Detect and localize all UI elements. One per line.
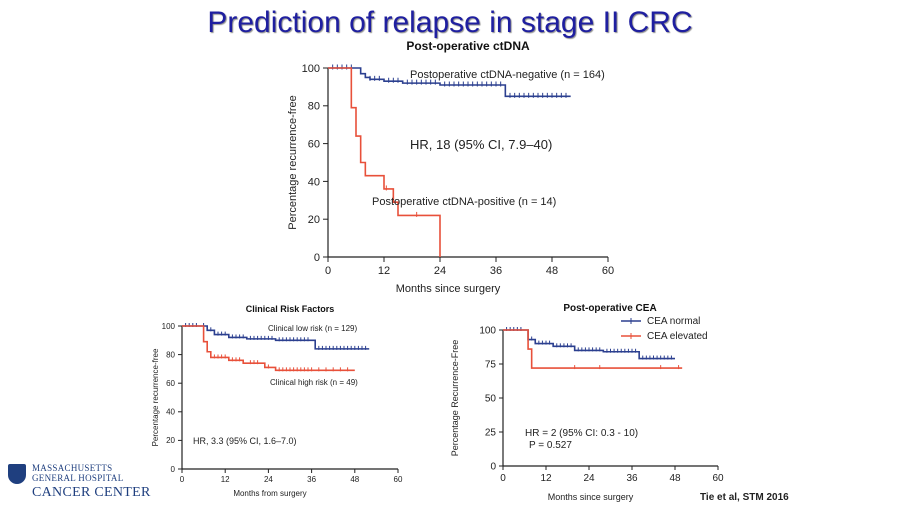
clinical-y-tick-label-20: 20 xyxy=(166,436,175,445)
clinical-x-tick-label-24: 24 xyxy=(264,475,273,484)
ctdna-y-axis-label: Percentage recurrence-free xyxy=(287,95,299,230)
cea-hr-annotation-1: P = 0.527 xyxy=(529,440,572,451)
cea-y-tick-label-0: 0 xyxy=(490,462,496,473)
ctdna-series-0-label: Postoperative ctDNA-negative (n = 164) xyxy=(410,69,605,81)
ctdna-y-tick-label-100: 100 xyxy=(302,63,320,75)
clinical-y-tick-label-80: 80 xyxy=(166,350,175,359)
clinical-x-tick-label-12: 12 xyxy=(221,475,230,484)
hospital-seal-icon xyxy=(8,464,26,484)
cea-hr-annotation-0: HR = 2 (95% CI: 0.3 - 10) xyxy=(525,428,638,439)
ctdna-y-tick-label-0: 0 xyxy=(314,252,320,264)
cea-legend-label-0: CEA normal xyxy=(647,316,700,327)
cea-x-tick-label-60: 60 xyxy=(712,473,724,484)
clinical-series-0-label: Clinical low risk (n = 129) xyxy=(268,324,357,333)
ctdna-y-tick-label-40: 40 xyxy=(308,176,320,188)
cea-x-axis-label: Months since surgery xyxy=(548,492,634,502)
clinical-y-axis-label: Percentage recurrence-free xyxy=(151,348,160,446)
ctdna-x-tick-label-60: 60 xyxy=(602,265,614,277)
clinical-x-tick-label-0: 0 xyxy=(180,475,185,484)
hospital-logo: MASSACHUSETTS GENERAL HOSPITAL CANCER CE… xyxy=(8,462,188,502)
cea-x-tick-label-24: 24 xyxy=(583,473,595,484)
cea-x-tick-label-36: 36 xyxy=(626,473,638,484)
logo-line-1: MASSACHUSETTS xyxy=(32,463,113,473)
cea-chart-title: Post-operative CEA xyxy=(563,303,656,314)
ctdna-x-tick-label-0: 0 xyxy=(325,265,331,277)
cea-x-tick-label-48: 48 xyxy=(669,473,681,484)
clinical-y-tick-label-60: 60 xyxy=(166,379,175,388)
cea-x-tick-label-0: 0 xyxy=(500,473,506,484)
cea-series-1-line xyxy=(503,329,683,369)
clinical-x-tick-label-36: 36 xyxy=(307,475,316,484)
ctdna-y-tick-label-80: 80 xyxy=(308,101,320,113)
ctdna-y-tick-label-20: 20 xyxy=(308,214,320,226)
ctdna-x-tick-label-36: 36 xyxy=(490,265,502,277)
ctdna-hr-annotation-0: HR, 18 (95% CI, 7.9–40) xyxy=(410,137,552,152)
ctdna-x-tick-label-48: 48 xyxy=(546,265,558,277)
clinical-x-tick-label-48: 48 xyxy=(350,475,359,484)
clinical-y-tick-label-40: 40 xyxy=(166,408,175,417)
citation: Tie et al, STM 2016 xyxy=(700,492,789,503)
clinical-x-tick-label-60: 60 xyxy=(394,475,403,484)
cea-y-tick-label-25: 25 xyxy=(485,428,497,439)
ctdna-x-tick-label-12: 12 xyxy=(378,265,390,277)
cea-y-tick-label-75: 75 xyxy=(485,360,497,371)
clinical-hr-annotation-0: HR, 3.3 (95% CI, 1.6–7.0) xyxy=(193,436,297,446)
logo-line-2: GENERAL HOSPITAL xyxy=(32,473,124,483)
clinical-x-axis-label: Months from surgery xyxy=(233,489,306,498)
ctdna-series-0-line xyxy=(328,67,571,98)
clinical-series-0-line xyxy=(182,325,370,350)
ctdna-series-1-label: Postoperative ctDNA-positive (n = 14) xyxy=(372,196,556,208)
clinical-y-tick-label-0: 0 xyxy=(171,465,176,474)
cea-y-tick-label-100: 100 xyxy=(479,326,496,337)
cea-legend-label-1: CEA elevated xyxy=(647,331,708,342)
ctdna-y-tick-label-60: 60 xyxy=(308,138,320,150)
cea-y-tick-label-50: 50 xyxy=(485,394,497,405)
clinical-chart-title: Clinical Risk Factors xyxy=(246,304,335,314)
ctdna-chart-title: Post-operative ctDNA xyxy=(406,39,530,53)
ctdna-x-tick-label-24: 24 xyxy=(434,265,446,277)
slide-title: Prediction of relapse in stage II CRC xyxy=(207,6,693,39)
clinical-y-tick-label-100: 100 xyxy=(162,322,176,331)
cea-x-tick-label-12: 12 xyxy=(540,473,552,484)
ctdna-series-1-line xyxy=(328,67,441,257)
logo-line-3: CANCER CENTER xyxy=(32,485,151,500)
cea-y-axis-label: Percentage Recurrence-Free xyxy=(450,340,460,457)
clinical-series-1-label: Clinical high risk (n = 49) xyxy=(270,378,358,387)
ctdna-x-axis-label: Months since surgery xyxy=(396,283,501,295)
